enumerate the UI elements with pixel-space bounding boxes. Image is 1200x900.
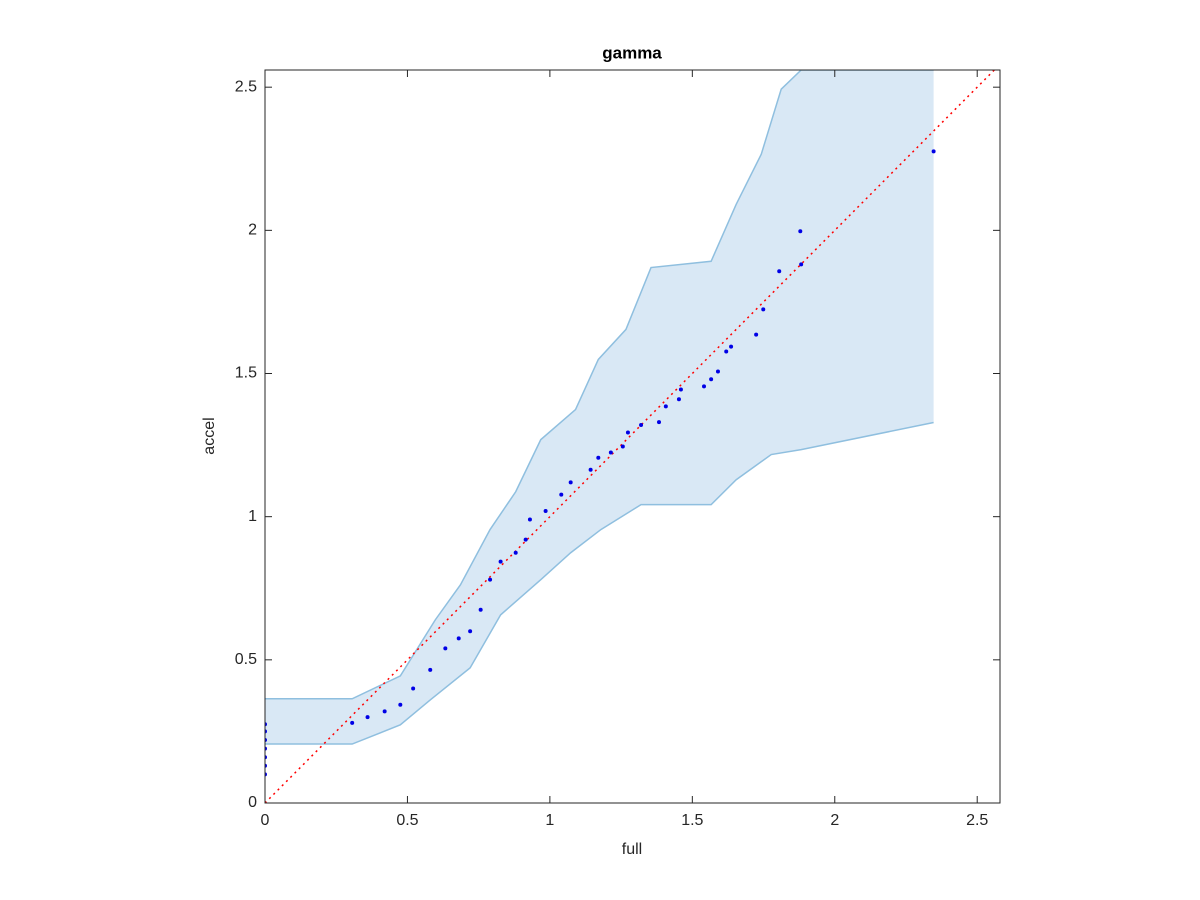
x-tick-label: 2 [830, 812, 839, 829]
data-point [428, 667, 433, 672]
data-point [724, 349, 729, 354]
y-tick-label: 0.5 [235, 651, 257, 668]
data-point [620, 444, 625, 449]
y-tick-label: 1 [248, 508, 257, 525]
x-tick-label: 2.5 [966, 812, 988, 829]
y-axis-label: accel [201, 417, 218, 454]
data-point [559, 492, 564, 497]
data-point [350, 720, 355, 725]
data-point [663, 404, 668, 409]
data-point [468, 629, 473, 634]
data-point [543, 508, 548, 513]
data-point [799, 262, 804, 267]
data-point [709, 377, 714, 382]
data-point [456, 636, 461, 641]
data-point [729, 344, 734, 349]
data-point [931, 149, 936, 154]
data-point [568, 480, 573, 485]
data-point [715, 369, 720, 374]
data-point [596, 455, 601, 460]
data-point [527, 517, 532, 522]
data-point [498, 559, 503, 564]
y-tick-label: 2.5 [235, 78, 257, 95]
y-tick-label: 0 [248, 794, 257, 811]
confidence-band [265, 70, 934, 745]
data-point [382, 709, 387, 714]
y-tick-label: 1.5 [235, 365, 257, 382]
axes-box [264, 69, 1001, 804]
data-point [777, 269, 782, 274]
data-point [513, 550, 518, 555]
data-point [702, 384, 707, 389]
y-tick-label: 2 [248, 222, 257, 239]
plot-area [265, 70, 996, 803]
data-point [398, 702, 403, 707]
band-edge [265, 421, 934, 745]
data-point [478, 607, 483, 612]
x-tick-label: 1.5 [681, 812, 703, 829]
x-tick-label: 0 [261, 812, 270, 829]
data-point [678, 387, 683, 392]
data-point [411, 686, 416, 691]
x-axis-label: full [622, 841, 642, 858]
data-point [588, 467, 593, 472]
x-tick-label: 1 [545, 812, 554, 829]
data-point [639, 423, 644, 428]
data-point [761, 307, 766, 312]
data-point [676, 397, 681, 402]
data-point [608, 450, 613, 455]
x-tick-label: 0.5 [396, 812, 418, 829]
data-point [365, 715, 370, 720]
data-point [798, 229, 803, 234]
data-point [443, 646, 448, 651]
band-edge [265, 70, 934, 700]
data-point [656, 420, 661, 425]
reference-line [265, 70, 996, 803]
data-point [523, 537, 528, 542]
data-point [625, 430, 630, 435]
data-point [754, 332, 759, 337]
data-point [488, 577, 493, 582]
chart-title: gamma [602, 43, 662, 62]
